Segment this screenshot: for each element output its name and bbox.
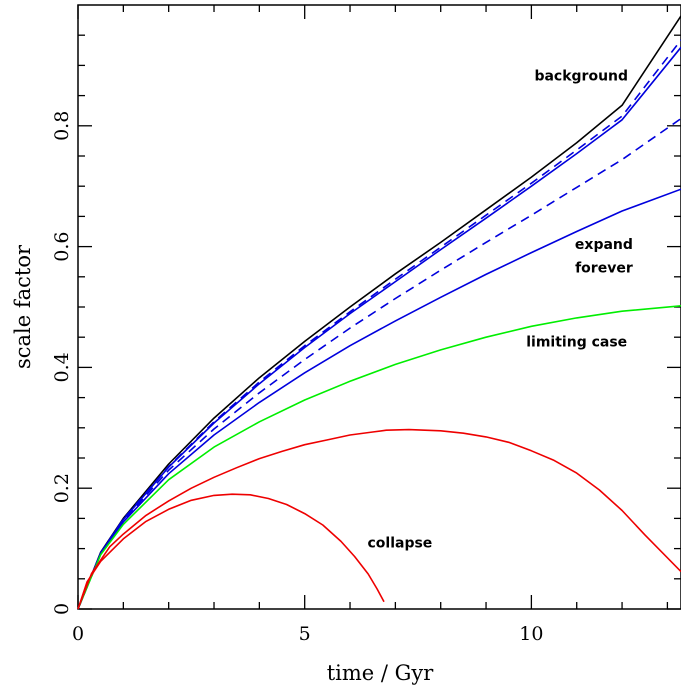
series-line-0 xyxy=(77,15,681,610)
x-tick-label-5: 5 xyxy=(299,623,311,645)
annotation-collapse: collapse xyxy=(367,535,432,551)
series-layer xyxy=(77,15,681,610)
y-tick-label-0.6: 0.6 xyxy=(51,231,73,261)
annotation-forever: forever xyxy=(575,261,633,277)
series-line-2 xyxy=(77,46,681,610)
series-line-7 xyxy=(77,493,385,610)
y-tick-label-0: 0 xyxy=(51,603,73,615)
x-tick-label-10: 10 xyxy=(519,623,543,645)
x-axis-title: time / Gyr xyxy=(327,661,435,685)
y-tick-labels: 0 0.2 0.4 0.6 0.8 xyxy=(51,111,73,615)
y-axis-title: scale factor xyxy=(11,244,35,369)
y-tick-label-0.4: 0.4 xyxy=(51,352,73,382)
annotation-expand: expand xyxy=(575,237,633,253)
axis-ticks xyxy=(77,5,681,610)
x-tick-labels: 0 5 10 xyxy=(72,623,544,645)
series-line-5 xyxy=(77,305,681,610)
x-tick-label-0: 0 xyxy=(72,623,84,645)
annotations: background expand forever limiting case … xyxy=(367,69,632,552)
series-line-1 xyxy=(77,39,681,610)
series-line-6 xyxy=(77,428,681,610)
annotation-limiting-case: limiting case xyxy=(526,334,627,350)
plot-frame xyxy=(77,4,681,610)
series-line-3 xyxy=(77,117,681,610)
series-line-4 xyxy=(77,188,681,610)
y-tick-label-0.8: 0.8 xyxy=(51,111,73,141)
y-tick-label-0.2: 0.2 xyxy=(51,473,73,503)
annotation-background: background xyxy=(534,69,628,85)
